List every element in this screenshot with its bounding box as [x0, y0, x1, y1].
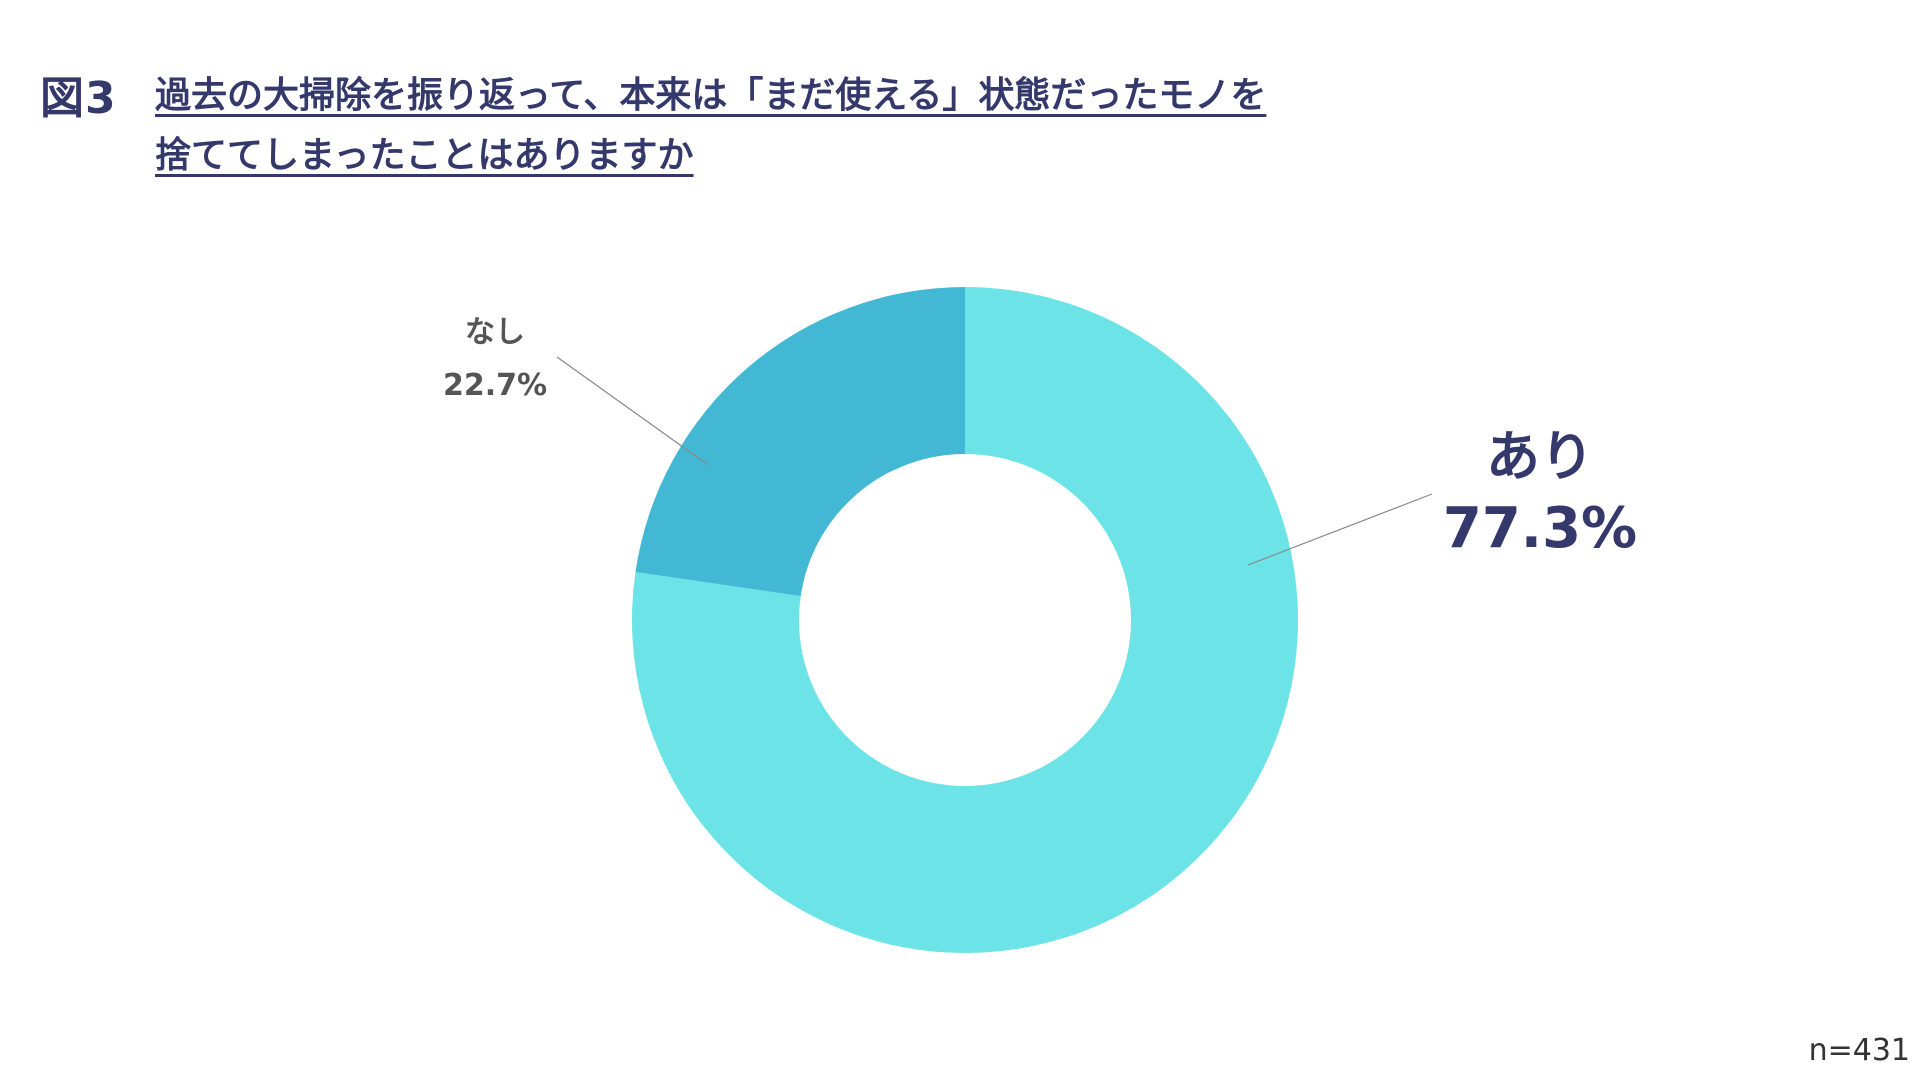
figure-number: 図3 [40, 73, 117, 124]
title-line-1: 過去の大掃除を振り返って、本来は「まだ使える」状態だったモノを [155, 75, 1267, 116]
donut-slice-ari [631, 287, 1298, 953]
leader-line-nashi [556, 356, 709, 466]
donut-slice-nashi [635, 287, 965, 597]
chart-title: 過去の大掃除を振り返って、本来は「まだ使える」状態だったモノを 捨ててしまったこ… [155, 66, 1455, 186]
title-line-2: 捨ててしまったことはありますか [155, 135, 694, 176]
slice-value-ari: 77.3% [1442, 496, 1638, 561]
sample-size-label: n=431 [1808, 1033, 1910, 1068]
leader-line-ari [1247, 493, 1433, 566]
slice-value-nashi: 22.7% [442, 368, 548, 403]
slice-label-nashi: なし [465, 315, 525, 350]
slice-label-ari: あり [1486, 425, 1594, 488]
